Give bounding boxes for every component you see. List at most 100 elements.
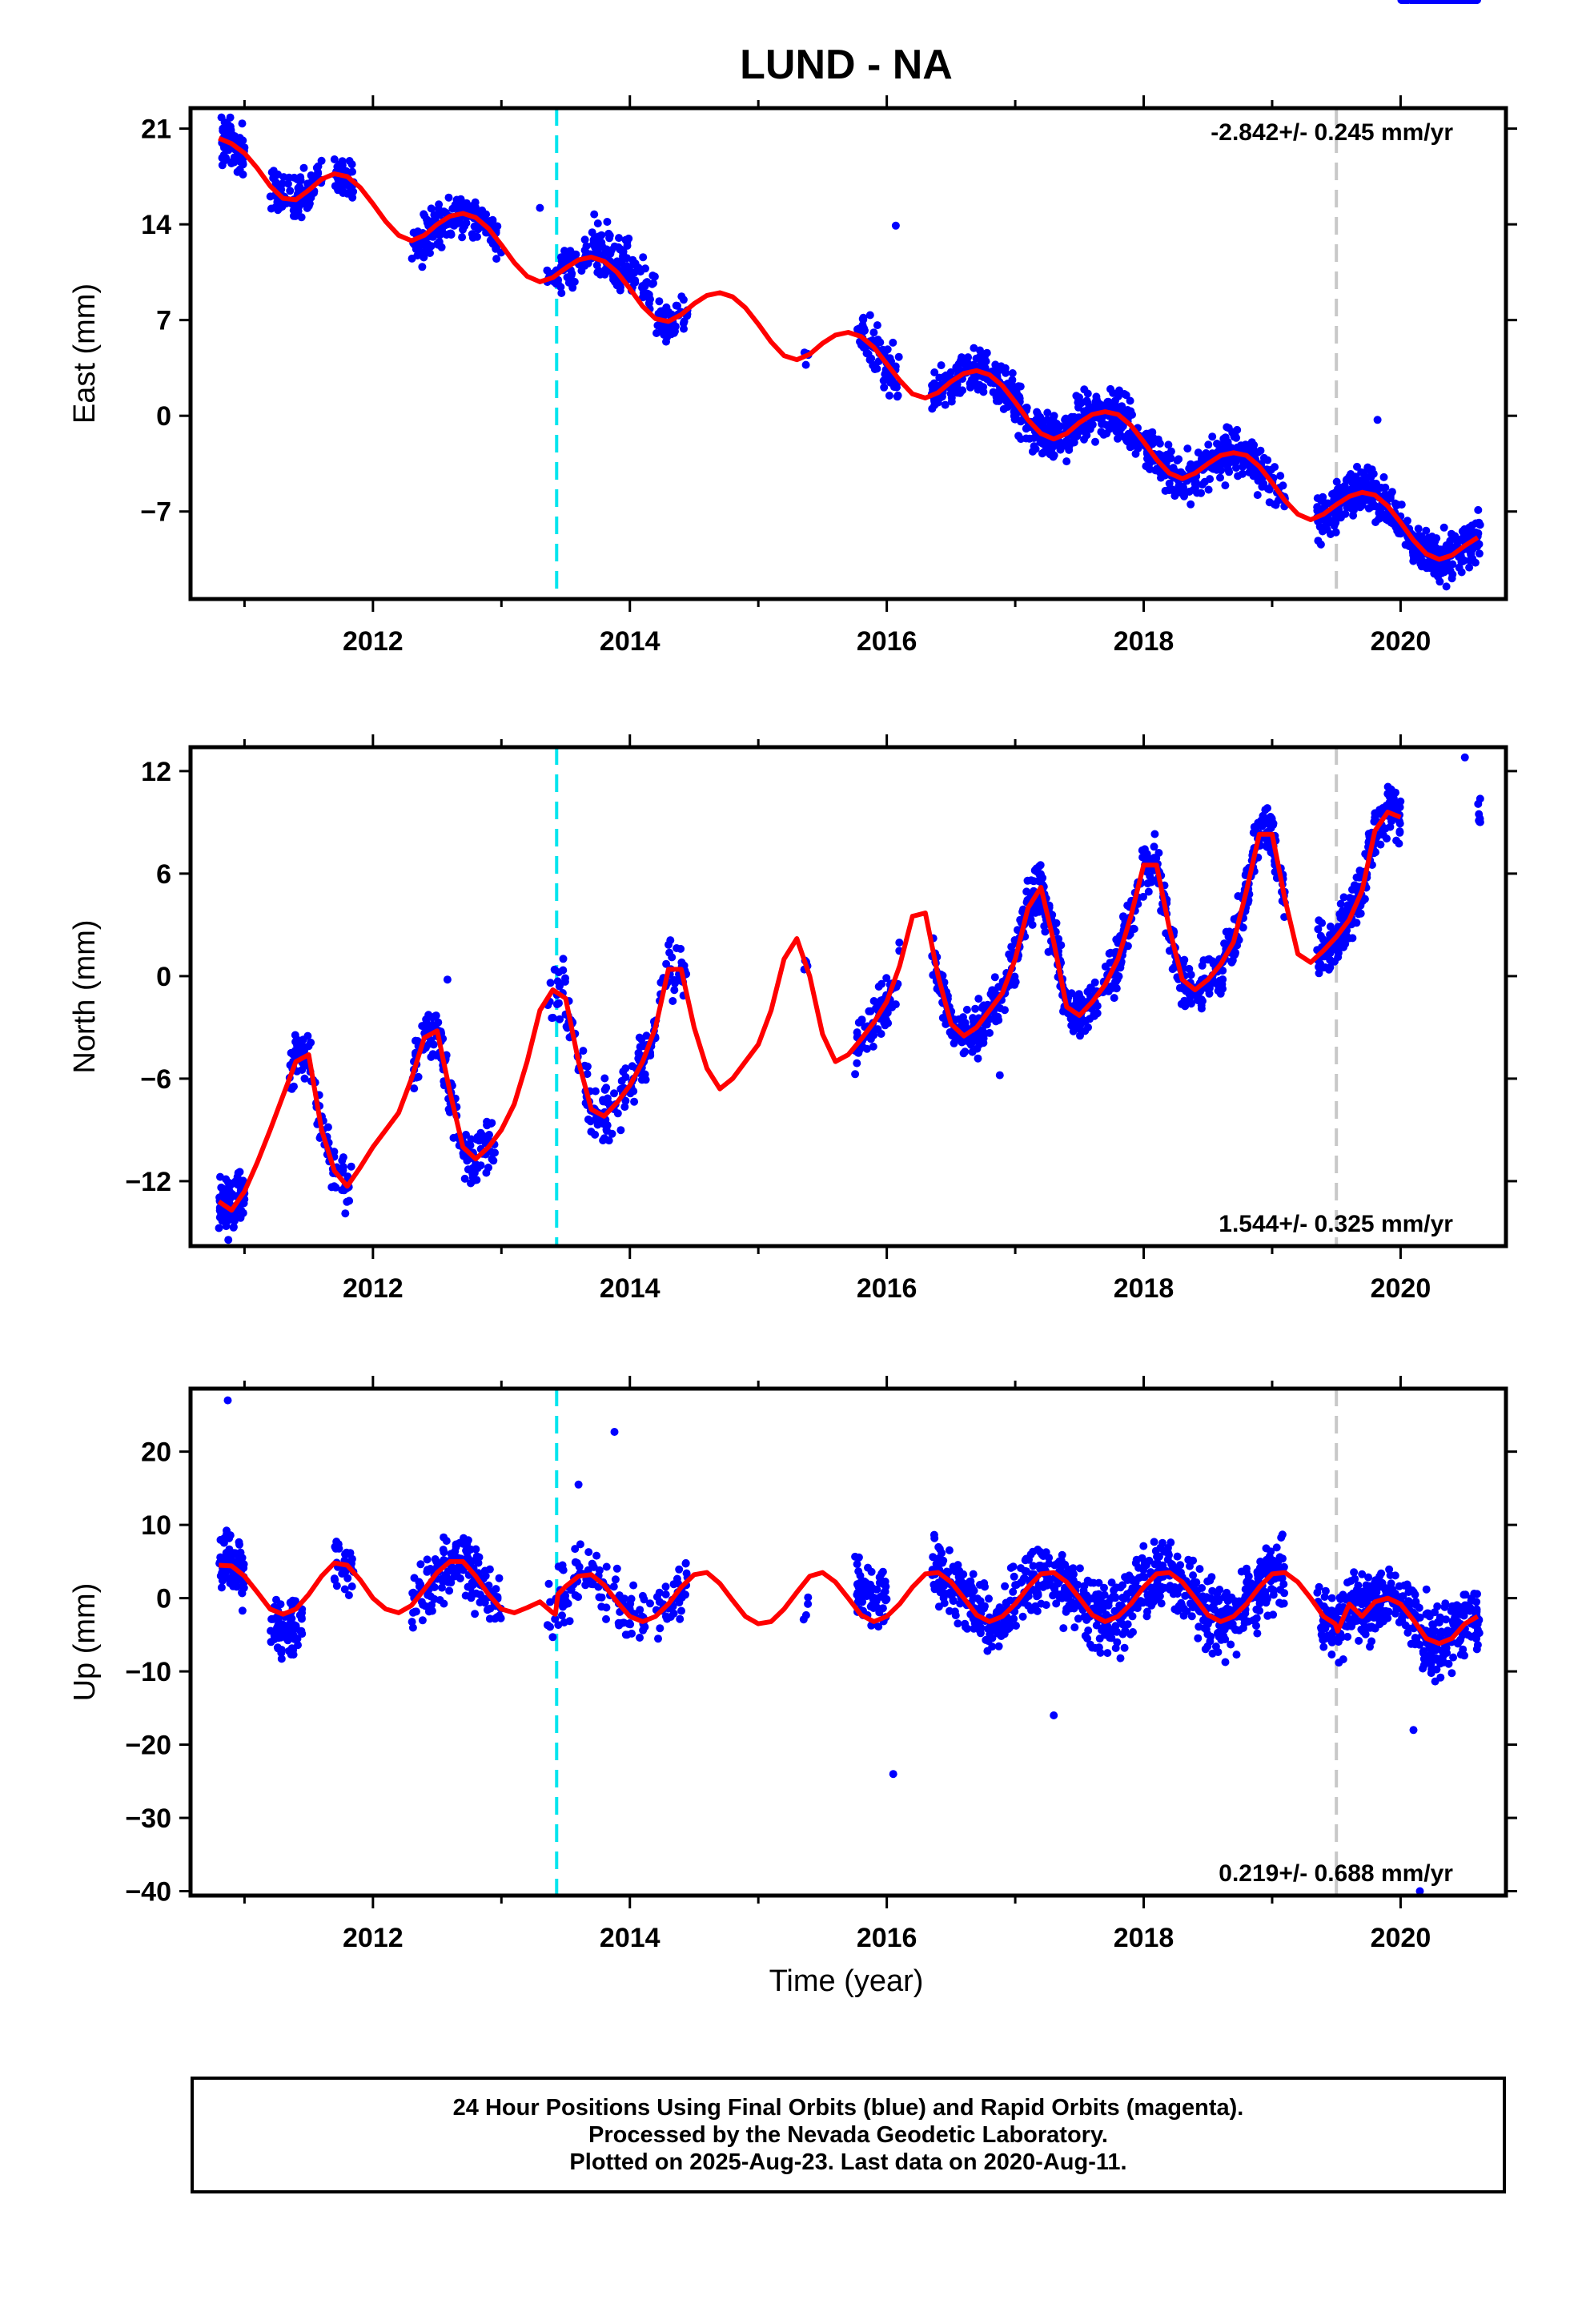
data-point bbox=[1010, 1572, 1018, 1581]
data-point bbox=[635, 1049, 643, 1058]
data-point bbox=[226, 123, 235, 131]
data-point bbox=[345, 157, 354, 165]
data-point bbox=[286, 1622, 295, 1630]
data-point bbox=[420, 253, 428, 262]
data-point bbox=[1189, 485, 1198, 494]
data-point bbox=[469, 1580, 478, 1589]
data-point bbox=[1265, 485, 1274, 494]
data-point bbox=[1206, 1576, 1215, 1585]
data-point bbox=[1187, 1612, 1196, 1621]
data-point bbox=[885, 392, 893, 400]
data-point bbox=[616, 1126, 625, 1135]
data-point bbox=[851, 1070, 860, 1079]
data-point bbox=[271, 203, 280, 211]
data-point bbox=[996, 1004, 1005, 1012]
data-point bbox=[418, 1616, 427, 1625]
data-point bbox=[1396, 797, 1405, 806]
data-point bbox=[1041, 927, 1050, 936]
data-point bbox=[278, 1629, 287, 1638]
data-point bbox=[239, 159, 247, 167]
data-point bbox=[462, 219, 471, 227]
data-point bbox=[218, 161, 227, 170]
data-point bbox=[671, 327, 679, 336]
data-point bbox=[565, 1617, 574, 1626]
data-point bbox=[1099, 420, 1108, 428]
data-point bbox=[454, 219, 463, 227]
data-point bbox=[853, 1059, 861, 1068]
x-tick-label: 2014 bbox=[600, 626, 661, 657]
data-point bbox=[239, 1560, 248, 1569]
data-point bbox=[1030, 434, 1038, 442]
data-point bbox=[593, 219, 602, 227]
data-point bbox=[1056, 445, 1065, 454]
data-point bbox=[930, 379, 938, 388]
data-point bbox=[552, 1000, 561, 1009]
data-point bbox=[997, 362, 1006, 371]
data-point bbox=[1036, 877, 1045, 886]
data-point bbox=[314, 169, 323, 178]
data-point bbox=[1008, 376, 1017, 384]
data-point bbox=[636, 1043, 644, 1051]
data-point bbox=[1219, 975, 1227, 983]
data-point bbox=[1341, 939, 1350, 948]
data-point bbox=[229, 1223, 238, 1232]
data-point bbox=[873, 999, 882, 1007]
data-point bbox=[1473, 542, 1482, 551]
data-point bbox=[444, 1105, 453, 1114]
data-point bbox=[641, 264, 649, 273]
data-point bbox=[1069, 1027, 1078, 1035]
data-point bbox=[1363, 463, 1372, 472]
data-point bbox=[1276, 1586, 1285, 1594]
data-point bbox=[1245, 468, 1254, 476]
data-point bbox=[894, 352, 903, 361]
data-point bbox=[661, 1582, 670, 1591]
data-point bbox=[287, 1084, 296, 1093]
data-point bbox=[600, 270, 609, 279]
data-point bbox=[1180, 492, 1188, 501]
data-point bbox=[681, 1558, 690, 1567]
x-tick-label: 2016 bbox=[857, 1273, 917, 1304]
data-point bbox=[620, 1103, 629, 1112]
data-point bbox=[238, 1589, 247, 1598]
data-point bbox=[604, 1136, 613, 1145]
data-point bbox=[1353, 462, 1361, 471]
data-point bbox=[586, 1117, 595, 1126]
data-point bbox=[600, 1085, 609, 1094]
data-point bbox=[421, 1023, 430, 1031]
data-point bbox=[606, 249, 615, 258]
data-point bbox=[629, 1581, 638, 1590]
data-point bbox=[1084, 1023, 1092, 1031]
data-point bbox=[655, 297, 664, 306]
data-point bbox=[1415, 553, 1423, 562]
data-point bbox=[940, 372, 949, 381]
data-point bbox=[881, 1587, 889, 1596]
data-point bbox=[456, 195, 465, 203]
data-point bbox=[1070, 416, 1078, 424]
data-point bbox=[1120, 390, 1129, 398]
data-point bbox=[1090, 978, 1099, 987]
data-point bbox=[416, 1560, 425, 1569]
rate-annotation: 1.544+/- 0.325 mm/yr bbox=[1219, 1211, 1453, 1237]
data-point bbox=[283, 179, 292, 188]
data-point bbox=[934, 1602, 943, 1611]
data-point bbox=[1431, 537, 1439, 545]
data-point bbox=[1131, 1578, 1140, 1586]
data-point bbox=[546, 1622, 554, 1631]
data-point bbox=[864, 1563, 872, 1572]
data-point bbox=[608, 1129, 616, 1138]
data-point bbox=[626, 1620, 635, 1629]
data-point bbox=[227, 1550, 236, 1558]
data-point bbox=[577, 267, 586, 275]
data-point bbox=[1082, 431, 1091, 440]
data-point bbox=[873, 364, 881, 373]
data-point bbox=[970, 344, 978, 352]
data-point bbox=[1319, 527, 1327, 536]
data-point bbox=[1323, 951, 1332, 959]
data-point bbox=[656, 1624, 665, 1633]
data-point bbox=[1042, 424, 1050, 432]
data-point bbox=[673, 301, 681, 310]
x-tick-label: 2014 bbox=[600, 1273, 661, 1304]
data-point bbox=[1336, 899, 1345, 908]
data-point bbox=[1258, 822, 1267, 830]
data-point bbox=[966, 379, 974, 388]
